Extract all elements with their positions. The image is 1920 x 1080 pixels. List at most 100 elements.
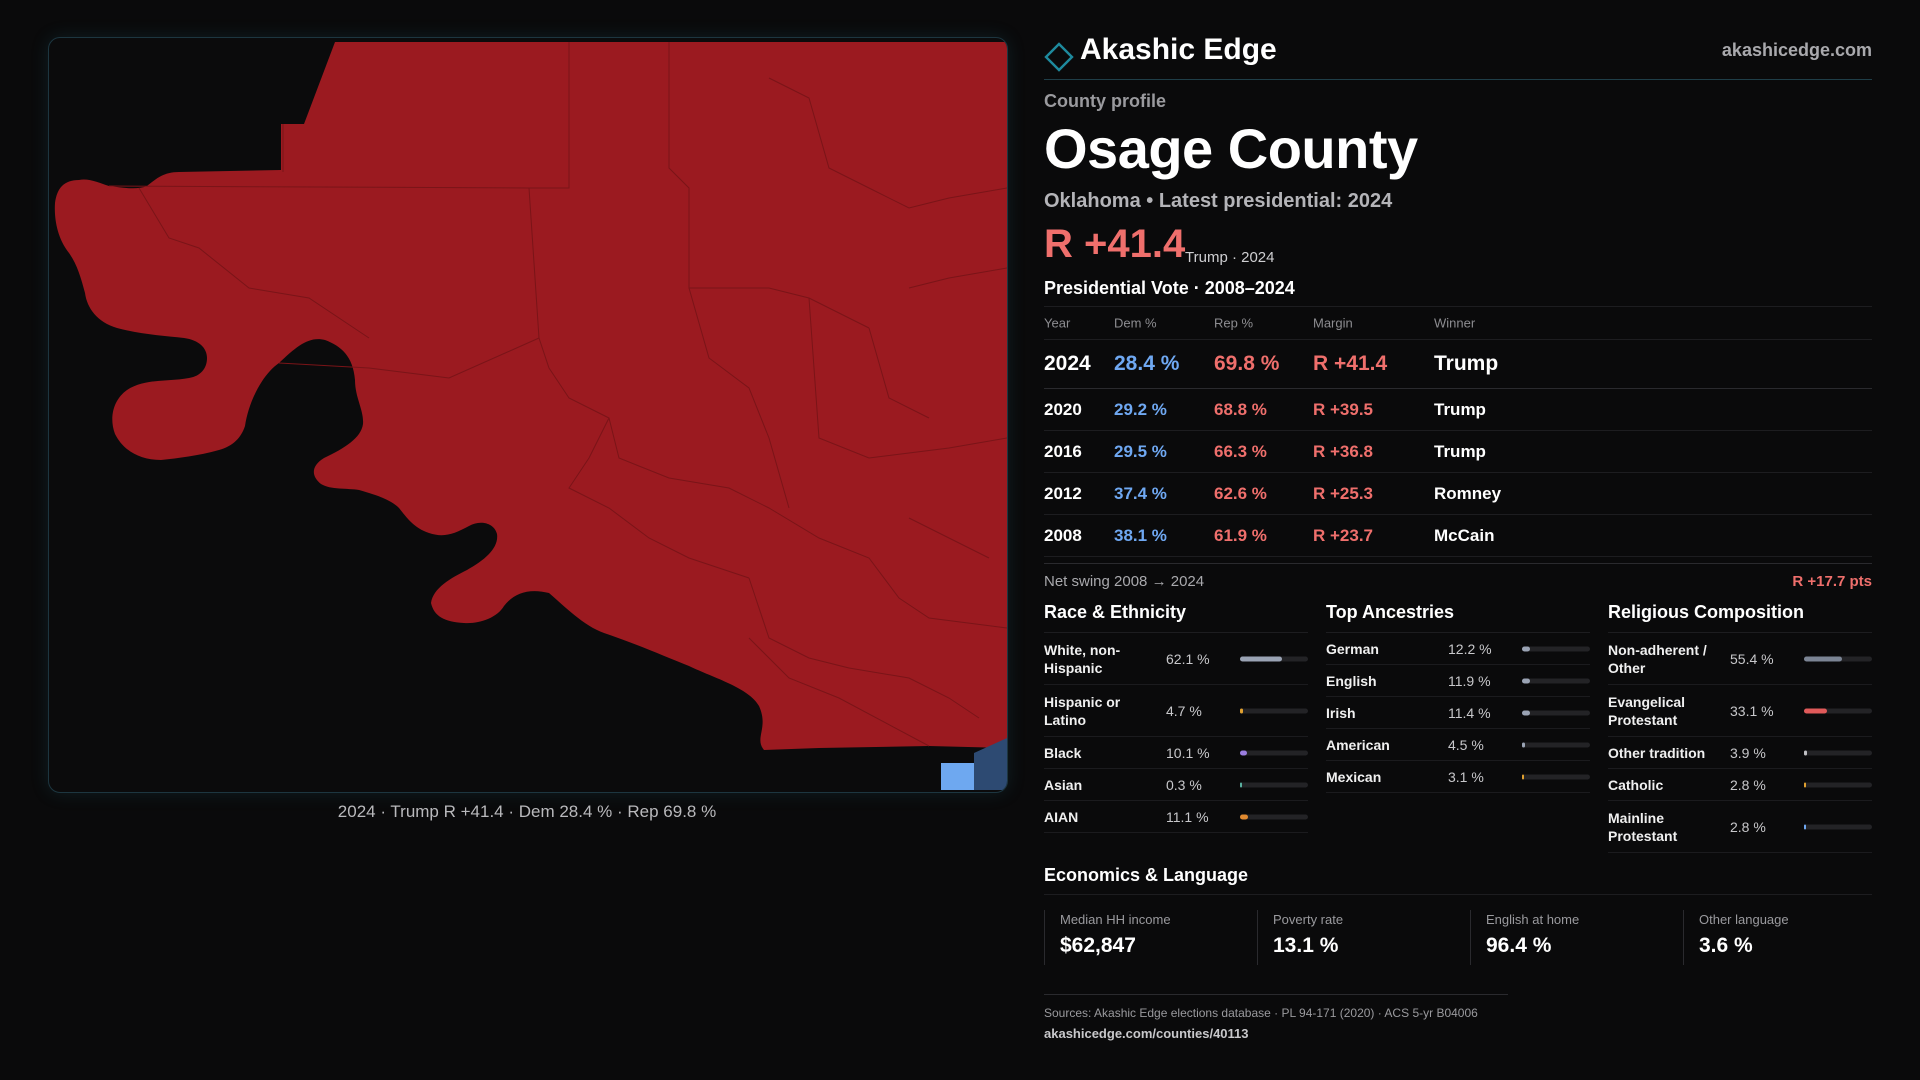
precinct-region-main[interactable]	[54, 42, 1007, 750]
stat-card-poverty: Poverty rate 13.1 %	[1257, 910, 1454, 965]
stat-value: 96.4 %	[1486, 934, 1552, 957]
table-row[interactable]: 2016 29.5 % 66.3 % R +36.8 Trump	[1044, 431, 1872, 473]
section-title: Race & Ethnicity	[1044, 602, 1308, 633]
item-bar-fill	[1804, 782, 1806, 787]
page-title: Osage County	[1044, 117, 1418, 180]
item-label: Catholic	[1608, 776, 1664, 793]
item-value: 0.3 %	[1166, 776, 1202, 793]
item-bar-fill	[1240, 708, 1243, 713]
vote-table-title: Presidential Vote · 2008–2024	[1044, 278, 1295, 298]
county-map[interactable]	[48, 37, 1008, 793]
site-url-link[interactable]: akashicedge.com	[1721, 40, 1872, 60]
cell-margin: R +41.4	[1313, 352, 1388, 375]
item-value: 11.1 %	[1166, 808, 1209, 825]
list-item: Mainline Protestant 2.8 %	[1608, 801, 1872, 853]
cell-margin: R +23.7	[1313, 525, 1374, 545]
item-label: American	[1326, 736, 1390, 753]
page-subtitle: Oklahoma • Latest presidential: 2024	[1044, 190, 1393, 212]
list-item: Black 10.1 %	[1044, 737, 1308, 769]
list-item: Hispanic or Latino 4.7 %	[1044, 685, 1308, 737]
stat-card-english: English at home 96.4 %	[1470, 910, 1667, 965]
item-value: 55.4 %	[1730, 650, 1774, 667]
item-value: 2.8 %	[1730, 776, 1766, 793]
item-bar	[1804, 824, 1872, 829]
item-bar-fill	[1804, 656, 1842, 661]
cell-rep: 62.6 %	[1214, 483, 1267, 503]
stat-value: 3.6 %	[1699, 934, 1753, 957]
cell-dem: 28.4 %	[1114, 352, 1180, 375]
item-bar-fill	[1522, 774, 1524, 779]
item-value: 2.8 %	[1730, 818, 1766, 835]
header-year: Year	[1044, 315, 1071, 331]
race-ethnicity-section: Race & Ethnicity White, non-Hispanic 62.…	[1044, 602, 1308, 833]
county-profile-panel: Akashic Edge akashicedge.com County prof…	[1044, 0, 1872, 1080]
cell-winner: McCain	[1434, 525, 1495, 545]
vote-table-header: Year Dem % Rep % Margin Winner	[1044, 306, 1872, 340]
table-row[interactable]: 2020 29.2 % 68.8 % R +39.5 Trump	[1044, 389, 1872, 431]
cell-winner: Trump	[1434, 399, 1486, 419]
cell-year: 2012	[1044, 483, 1082, 503]
item-value: 62.1 %	[1166, 650, 1210, 667]
header-rep: Rep %	[1214, 315, 1254, 331]
list-item: Non-adherent / Other 55.4 %	[1608, 633, 1872, 685]
item-bar-fill	[1240, 750, 1247, 755]
item-label: Asian	[1044, 776, 1083, 793]
precinct-region-dem[interactable]	[941, 763, 974, 790]
item-label: Irish	[1326, 704, 1356, 721]
item-bar	[1240, 750, 1308, 755]
item-bar	[1804, 782, 1872, 787]
cell-year: 2020	[1044, 399, 1082, 419]
economics-divider	[1044, 894, 1872, 895]
list-item: Evangelical Protestant 33.1 %	[1608, 685, 1872, 737]
cell-margin: R +36.8	[1313, 441, 1374, 461]
county-map-svg	[54, 42, 1007, 790]
item-bar	[1522, 774, 1590, 779]
net-swing-label: Net swing 2008 → 2024	[1044, 573, 1205, 590]
brand-name[interactable]: Akashic Edge	[1080, 33, 1277, 66]
stat-card-income: Median HH income $62,847	[1044, 910, 1241, 965]
list-item: Other tradition 3.9 %	[1608, 737, 1872, 769]
item-bar-fill	[1522, 678, 1530, 683]
page-kicker: County profile	[1044, 91, 1166, 111]
cell-year: 2008	[1044, 525, 1082, 545]
section-title: Religious Composition	[1608, 602, 1872, 633]
sources-divider	[1044, 994, 1508, 995]
item-bar-fill	[1522, 646, 1530, 651]
item-value: 3.9 %	[1730, 744, 1766, 761]
list-item: White, non-Hispanic 62.1 %	[1044, 633, 1308, 685]
item-bar	[1522, 742, 1590, 747]
cell-winner: Trump	[1434, 441, 1486, 461]
table-row[interactable]: 2024 28.4 % 69.8 % R +41.4 Trump	[1044, 340, 1872, 389]
list-item: Asian 0.3 %	[1044, 769, 1308, 801]
item-bar	[1240, 708, 1308, 713]
item-bar-fill	[1240, 814, 1248, 819]
item-value: 12.2 %	[1448, 640, 1492, 657]
item-bar	[1804, 750, 1872, 755]
item-value: 4.5 %	[1448, 736, 1484, 753]
header-winner: Winner	[1434, 315, 1476, 331]
item-bar	[1804, 656, 1872, 661]
cell-winner: Romney	[1434, 483, 1502, 503]
table-row[interactable]: 2008 38.1 % 61.9 % R +23.7 McCain	[1044, 515, 1872, 557]
table-row[interactable]: 2012 37.4 % 62.6 % R +25.3 Romney	[1044, 473, 1872, 515]
list-item: Irish 11.4 %	[1326, 697, 1590, 729]
cell-margin: R +39.5	[1313, 399, 1374, 419]
precinct-boundaries	[108, 42, 1007, 747]
item-value: 11.4 %	[1448, 704, 1491, 721]
item-value: 33.1 %	[1730, 702, 1774, 719]
cell-winner: Trump	[1434, 352, 1499, 375]
item-label: Other tradition	[1608, 744, 1706, 761]
stat-label: Median HH income	[1060, 912, 1171, 927]
cell-dem: 29.2 %	[1114, 399, 1167, 419]
header-margin: Margin	[1313, 315, 1353, 331]
item-bar	[1804, 708, 1872, 713]
sources-link[interactable]: akashicedge.com/counties/40113	[1044, 1026, 1249, 1041]
item-value: 10.1 %	[1166, 744, 1210, 761]
item-label: German	[1326, 640, 1379, 657]
item-bar	[1522, 646, 1590, 651]
precinct-region-other[interactable]	[974, 738, 1007, 790]
item-bar-fill	[1240, 656, 1282, 661]
item-label: Mexican	[1326, 768, 1382, 785]
item-label: Black	[1044, 744, 1082, 761]
item-label: English	[1326, 672, 1377, 689]
